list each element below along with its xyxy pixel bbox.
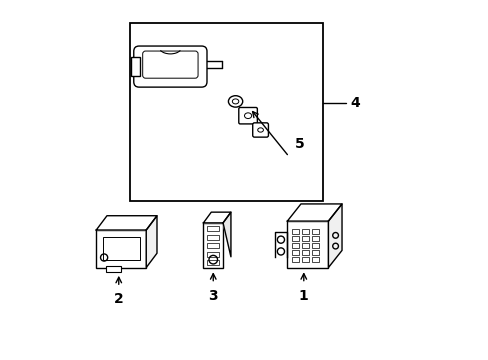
- Bar: [206, 226, 219, 231]
- Bar: [206, 243, 219, 248]
- Bar: [291, 250, 298, 255]
- Polygon shape: [328, 204, 341, 267]
- Polygon shape: [146, 216, 157, 267]
- Bar: [291, 236, 298, 241]
- Text: 3: 3: [208, 289, 218, 303]
- Bar: [206, 260, 219, 265]
- Bar: [287, 221, 328, 267]
- Bar: [311, 250, 318, 255]
- Polygon shape: [287, 204, 341, 221]
- Bar: [96, 230, 146, 267]
- Bar: [301, 257, 308, 262]
- Bar: [311, 243, 318, 248]
- Bar: [131, 57, 140, 76]
- Text: 1: 1: [298, 289, 308, 303]
- Bar: [203, 223, 223, 267]
- Bar: [301, 236, 308, 241]
- FancyBboxPatch shape: [238, 108, 257, 124]
- Bar: [291, 257, 298, 262]
- Bar: [206, 252, 219, 257]
- Polygon shape: [223, 212, 230, 257]
- Bar: [130, 23, 323, 202]
- Polygon shape: [203, 212, 230, 223]
- Polygon shape: [96, 216, 157, 230]
- Bar: [291, 243, 298, 248]
- Bar: [301, 243, 308, 248]
- Text: 2: 2: [114, 292, 123, 306]
- Bar: [102, 237, 140, 260]
- Bar: [291, 229, 298, 234]
- Bar: [106, 266, 121, 272]
- Bar: [206, 235, 219, 239]
- Bar: [311, 257, 318, 262]
- FancyBboxPatch shape: [134, 46, 206, 87]
- Bar: [301, 229, 308, 234]
- Text: 4: 4: [349, 96, 359, 110]
- FancyBboxPatch shape: [142, 51, 198, 78]
- FancyBboxPatch shape: [252, 123, 268, 137]
- Text: 5: 5: [294, 138, 304, 152]
- Bar: [311, 236, 318, 241]
- Bar: [301, 250, 308, 255]
- Bar: [311, 229, 318, 234]
